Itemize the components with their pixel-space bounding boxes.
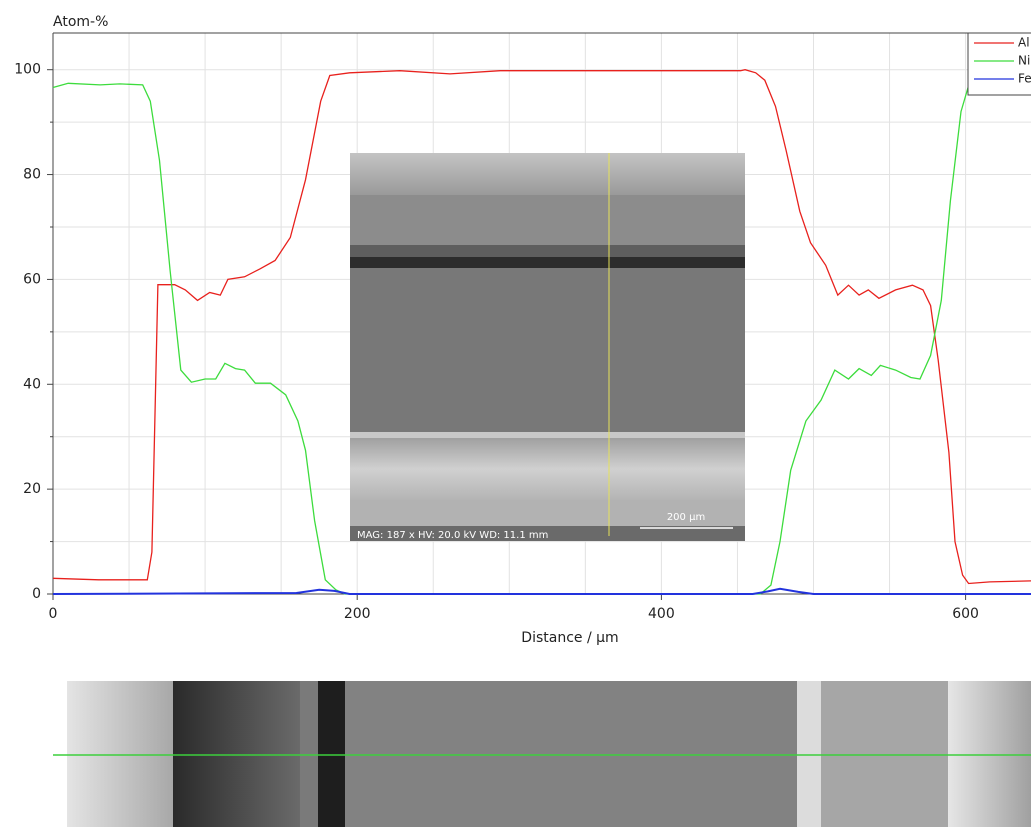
x-tick-label: 400	[648, 606, 675, 622]
strip-band	[300, 681, 318, 827]
inset-band	[350, 268, 745, 438]
strip-band	[948, 681, 1031, 827]
page: {"chart_data": { "type": "line", "y_labe…	[0, 0, 1031, 827]
y-axis-title: Atom-%	[53, 14, 108, 30]
x-tick-label: 600	[952, 606, 979, 622]
inset-band	[350, 257, 745, 268]
y-tick-label: 40	[23, 376, 41, 392]
inset-band	[350, 195, 745, 245]
y-tick-label: 0	[32, 586, 41, 602]
inset-band	[350, 153, 745, 195]
inset-scale-label: 200 µm	[667, 512, 705, 523]
inset-band	[350, 245, 745, 257]
strip-band	[173, 681, 300, 827]
y-tick-label: 80	[23, 167, 41, 183]
legend-label: Ni	[1018, 54, 1030, 68]
legend: Al Ni Fe	[968, 33, 1031, 95]
strip-band	[318, 681, 345, 827]
strip-band	[67, 681, 173, 827]
x-tick-label: 0	[49, 606, 58, 622]
y-tick-label: 60	[23, 271, 41, 287]
strip-band	[345, 681, 797, 827]
x-tick-label: 200	[344, 606, 371, 622]
legend-label: Al	[1018, 36, 1030, 50]
x-axis-title: Distance / µm	[521, 630, 618, 646]
inset-band	[350, 438, 745, 500]
inset-caption: MAG: 187 x HV: 20.0 kV WD: 11.1 mm	[357, 530, 548, 541]
chart: 0 200 400 600 0 20 40 60 80 100 Atom-% Distance / µ…	[0, 0, 1031, 827]
legend-label: Fe	[1018, 72, 1031, 86]
y-tick-label: 100	[14, 62, 41, 78]
y-tick-label: 20	[23, 481, 41, 497]
inset-band	[350, 432, 745, 438]
series-line	[53, 589, 1031, 594]
scan-strip	[53, 681, 1031, 827]
strip-band	[797, 681, 821, 827]
sem-inset: MAG: 187 x HV: 20.0 kV WD: 11.1 mm 200 µ…	[350, 153, 745, 541]
strip-band	[821, 681, 948, 827]
